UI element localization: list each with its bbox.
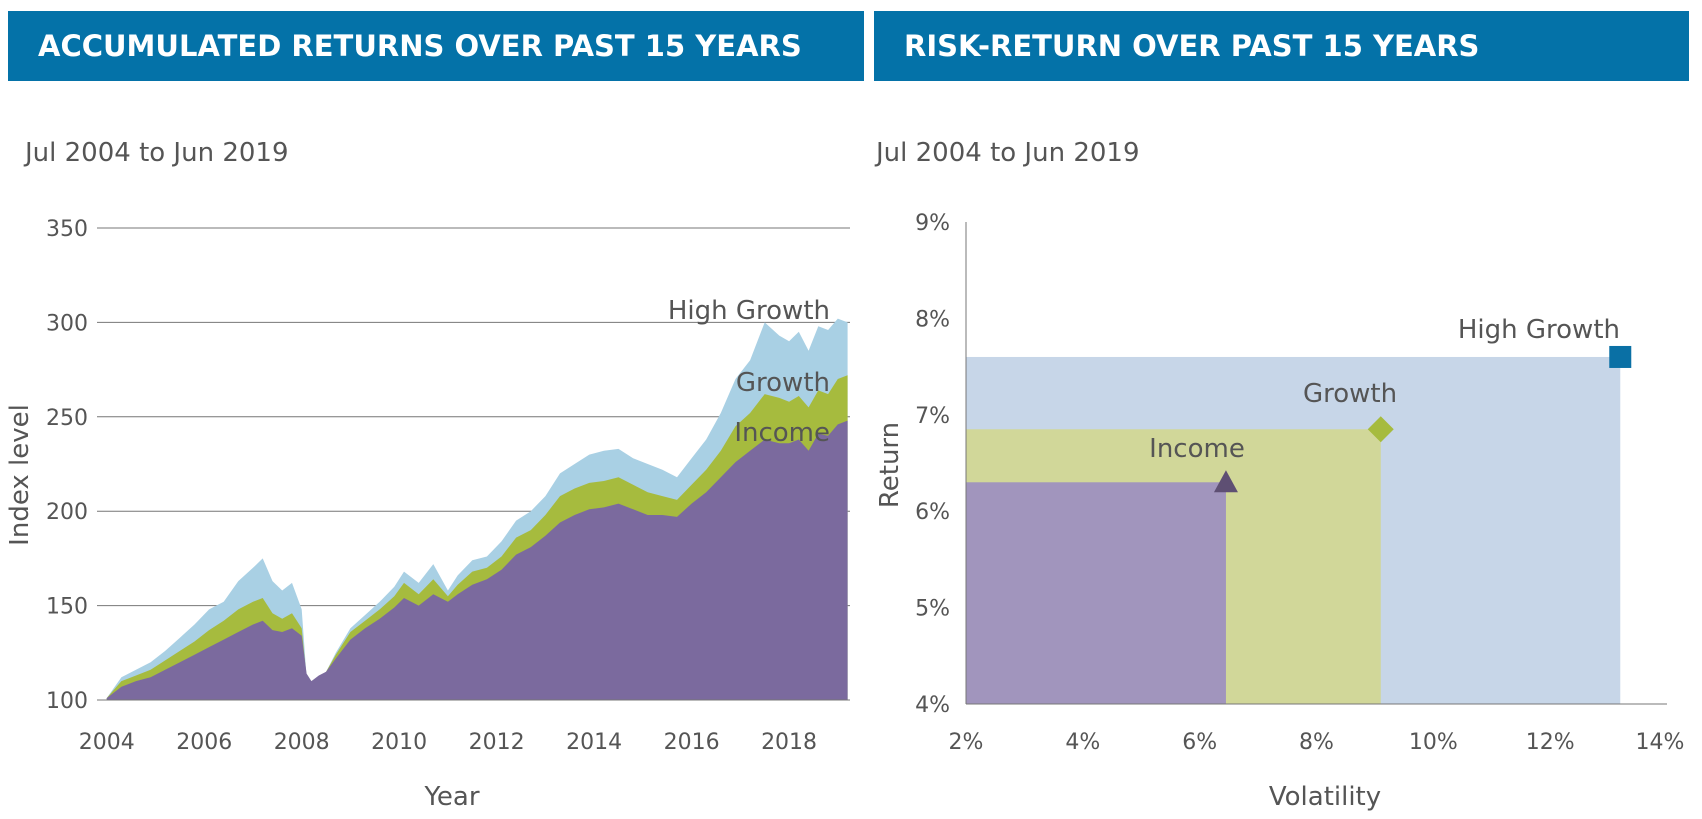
right-return-rects (966, 356, 1621, 704)
right-x-tick-label: 8% (1299, 730, 1334, 755)
left-y-tick-label: 200 (46, 500, 88, 525)
left-area-series (106, 318, 848, 700)
left-chart-subtitle: Jul 2004 to Jun 2019 (25, 138, 289, 168)
right-chart-subtitle: Jul 2004 to Jun 2019 (876, 138, 1140, 168)
right-x-tick-label: 2% (949, 730, 984, 755)
left-x-axis-label: Year (423, 782, 479, 812)
left-y-tick-label: 300 (46, 311, 88, 336)
left-y-tick-label: 150 (46, 595, 88, 620)
right-y-tick-label: 8% (915, 307, 950, 332)
right-markers (1213, 345, 1632, 493)
left-y-tick-labels: 100 150 200 250 300 350 (46, 217, 88, 714)
right-x-tick-labels: 2% 4% 6% 8% 10% 12% 14% (949, 730, 1685, 755)
left-x-tick-labels: 2004 2006 2008 2010 2012 2014 2016 2018 (79, 730, 817, 755)
high-growth-rect (966, 356, 1621, 704)
right-panel-header: RISK-RETURN OVER PAST 15 YEARS (874, 11, 1689, 81)
point-label-high-growth: High Growth (1458, 315, 1620, 345)
right-y-tick-label: 5% (915, 597, 950, 622)
right-x-axis-label: Volatility (1269, 782, 1381, 812)
right-x-tick-label: 6% (1182, 730, 1217, 755)
point-label-income: Income (1149, 434, 1245, 464)
right-x-tick-label: 4% (1065, 730, 1100, 755)
left-x-tick-label: 2018 (761, 730, 817, 755)
right-y-axis-label: Return (875, 422, 905, 508)
growth-diamond-marker (1367, 416, 1394, 443)
right-x-tick-label: 12% (1526, 730, 1575, 755)
left-x-tick-label: 2004 (79, 730, 135, 755)
right-x-tick-label: 14% (1636, 730, 1685, 755)
left-x-tick-label: 2014 (566, 730, 622, 755)
income-triangle-marker (1213, 470, 1238, 493)
annotation-high-growth: High Growth (668, 296, 830, 326)
income-rect (966, 482, 1226, 704)
left-y-tick-label: 100 (46, 689, 88, 714)
left-x-tick-label: 2008 (274, 730, 330, 755)
annotation-growth: Growth (736, 368, 830, 398)
left-y-tick-label: 350 (46, 217, 88, 242)
growth-rect (966, 429, 1381, 704)
right-y-tick-label: 6% (915, 500, 950, 525)
left-y-tick-label: 250 (46, 406, 88, 431)
right-y-tick-label: 7% (915, 404, 950, 429)
right-y-tick-labels: 4% 5% 6% 7% 8% 9% (915, 211, 950, 718)
left-x-tick-label: 2016 (664, 730, 720, 755)
right-y-tick-label: 9% (915, 211, 950, 236)
point-label-growth: Growth (1303, 379, 1397, 409)
right-x-tick-label: 10% (1409, 730, 1458, 755)
right-y-tick-label: 4% (915, 693, 950, 718)
annotation-income: Income (734, 418, 830, 448)
left-x-tick-label: 2010 (371, 730, 427, 755)
high-growth-square-marker (1609, 345, 1632, 368)
left-panel-header: ACCUMULATED RETURNS OVER PAST 15 YEARS (8, 11, 864, 81)
income-area (106, 420, 848, 700)
left-y-axis-label: Index level (5, 404, 35, 546)
left-x-tick-label: 2006 (176, 730, 232, 755)
left-x-tick-label: 2012 (469, 730, 525, 755)
